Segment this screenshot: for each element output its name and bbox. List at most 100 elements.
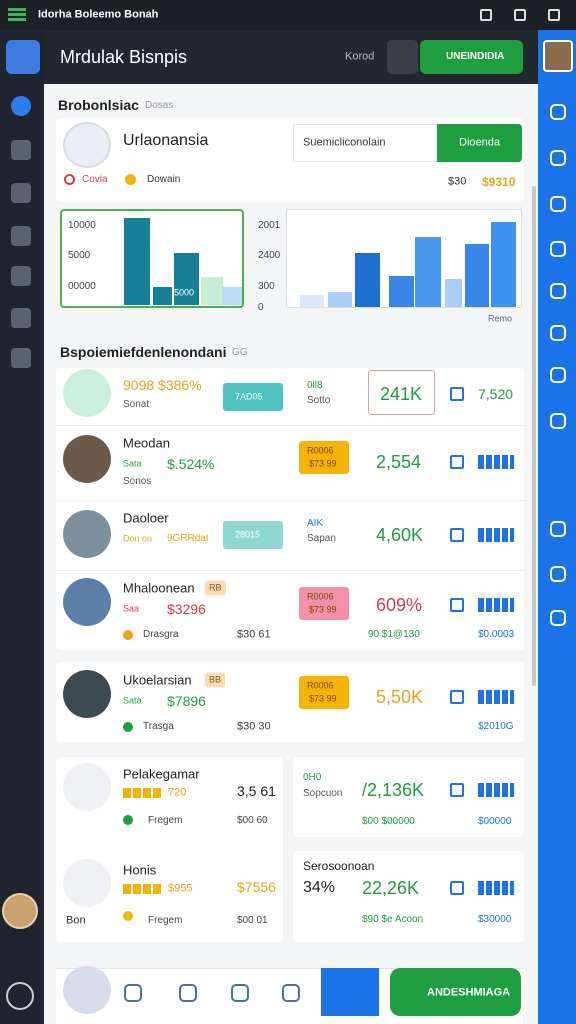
nav-item[interactable]: [282, 984, 300, 1002]
row-badge-text: R0006: [307, 591, 334, 602]
chart-bar: [300, 294, 324, 307]
sidebar-logo[interactable]: [6, 40, 40, 74]
row-footer: Drasgra: [143, 629, 179, 640]
nav-button[interactable]: [390, 968, 521, 1016]
row-name: Meodan: [123, 435, 170, 451]
search-box[interactable]: [293, 124, 438, 162]
row-footer: $0.0003: [478, 629, 515, 640]
chart-bar: [445, 279, 462, 307]
row-badge-text: $73 99: [309, 458, 337, 469]
sidebar-icon[interactable]: [11, 226, 31, 246]
card-footer: $90 $e Acoon: [362, 914, 424, 925]
row-check[interactable]: [450, 455, 464, 469]
minimize-button[interactable]: [480, 9, 492, 21]
sidebar-icon[interactable]: [11, 140, 31, 160]
row-line1: 9098 $386%: [123, 377, 202, 393]
nav-item-active[interactable]: [321, 968, 379, 1016]
card-check[interactable]: [450, 783, 464, 797]
card-icon: [63, 859, 111, 907]
right-sidebar-icon[interactable]: [550, 283, 566, 299]
card-footer: $30000: [478, 914, 512, 925]
user-avatar[interactable]: [2, 893, 38, 929]
row-avatar: [63, 435, 111, 483]
row-value: 609%: [376, 595, 423, 615]
row-meta: 0ll8: [307, 380, 323, 391]
row-check[interactable]: [450, 598, 464, 612]
header-button[interactable]: [420, 40, 523, 74]
nav-item[interactable]: [63, 966, 111, 1014]
row-footer: $30 30: [237, 720, 271, 733]
sidebar-icon[interactable]: [11, 96, 31, 116]
card-amount: $7556: [237, 879, 276, 895]
row-check[interactable]: [450, 528, 464, 542]
card-value: /2,136K: [362, 780, 425, 800]
section-sub: Dosas: [145, 100, 174, 111]
card-pct: 34%: [303, 879, 336, 896]
chat-button[interactable]: [387, 40, 418, 74]
tag-1: Covia: [82, 174, 108, 185]
nav-item[interactable]: [179, 984, 197, 1002]
card-label: Fregem: [148, 915, 183, 926]
right-sidebar-icon[interactable]: [550, 150, 566, 166]
section-sub: GG: [232, 347, 248, 358]
right-sidebar-icon[interactable]: [550, 610, 566, 626]
chart-bar: [153, 287, 172, 305]
profile-avatar[interactable]: [543, 40, 573, 72]
nav-item[interactable]: [231, 984, 249, 1002]
nav-button-label: ANDESHMIAGA: [427, 986, 511, 999]
search-text: Suemicliconolain: [303, 136, 386, 149]
value-box: [368, 370, 435, 415]
row-footer: 90 $1@130: [368, 629, 420, 640]
card-stars-label: $955: [168, 882, 193, 895]
chart-bar: [389, 275, 414, 307]
right-sidebar-icon[interactable]: [550, 104, 566, 120]
chart-bar: [491, 221, 516, 307]
row-name: Ukoelarsian: [123, 672, 192, 688]
row-check[interactable]: [450, 387, 464, 401]
row-avatar: [63, 578, 111, 626]
card-pre: Bon: [66, 914, 86, 927]
row-badge-text: R0006: [307, 680, 334, 691]
row-badge: [299, 441, 349, 474]
right-sidebar-icon[interactable]: [550, 241, 566, 257]
card-name: Honis: [123, 862, 157, 878]
right-sidebar-icon[interactable]: [550, 325, 566, 341]
row-bars: [478, 690, 514, 704]
chart-bar: [174, 252, 199, 305]
nav-item[interactable]: [124, 984, 142, 1002]
card-check[interactable]: [450, 881, 464, 895]
sidebar-icon[interactable]: [11, 348, 31, 368]
row-badge: [223, 383, 283, 411]
right-sidebar-icon[interactable]: [550, 367, 566, 383]
tag-2: Dowain: [147, 174, 181, 185]
row-divider: [56, 500, 524, 501]
footer-dot: [123, 630, 133, 640]
search-button[interactable]: [437, 124, 522, 162]
right-sidebar-icon[interactable]: [550, 521, 566, 537]
sidebar-icon[interactable]: [11, 308, 31, 328]
row-badge: [299, 676, 349, 709]
row-badge: [299, 587, 349, 620]
card-sub: $00 01: [237, 915, 268, 926]
card: [293, 851, 524, 942]
chart-bar: [355, 252, 380, 307]
sidebar-icon[interactable]: [11, 183, 31, 203]
add-button[interactable]: [6, 982, 34, 1010]
row-name: Mhaloonean: [123, 580, 195, 596]
row-check[interactable]: [450, 690, 464, 704]
chart-bar: [222, 287, 242, 305]
row-footer: Trasga: [143, 721, 174, 732]
card-dot: [123, 815, 133, 825]
sidebar-icon[interactable]: [11, 266, 31, 286]
close-button[interactable]: [548, 9, 560, 21]
right-sidebar-icon[interactable]: [550, 566, 566, 582]
card-icon: [63, 763, 111, 811]
window-title: Idorha Boleemo Bonah: [38, 8, 159, 21]
right-sidebar-icon[interactable]: [550, 413, 566, 429]
right-sidebar-icon[interactable]: [550, 196, 566, 212]
card-meta: 0H0: [303, 772, 322, 783]
card-footer: $00000: [478, 816, 512, 827]
row-divider: [56, 425, 524, 426]
maximize-button[interactable]: [514, 9, 526, 21]
